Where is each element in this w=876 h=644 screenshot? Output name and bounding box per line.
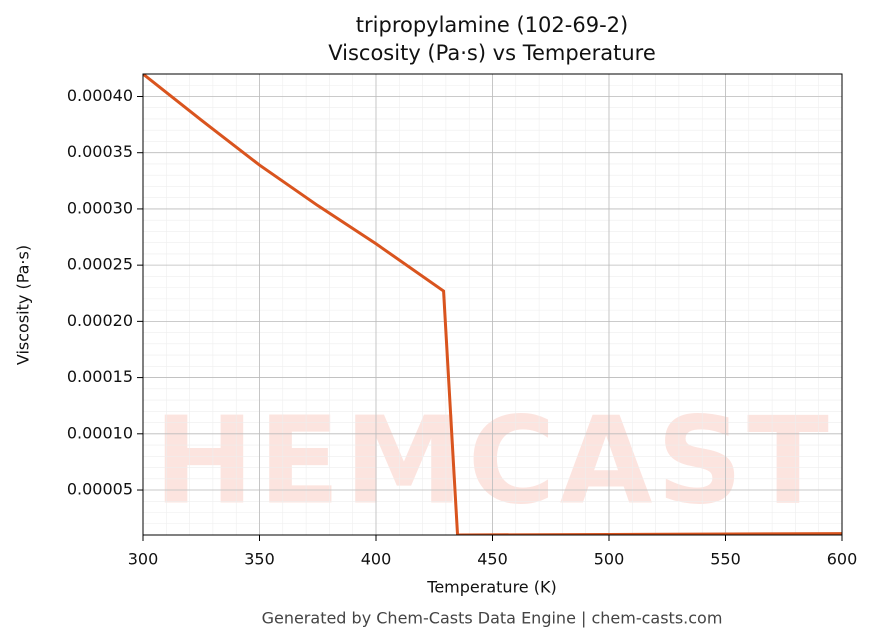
chart-subtitle: Viscosity (Pa·s) vs Temperature bbox=[328, 41, 656, 65]
x-tick-label: 400 bbox=[361, 550, 392, 569]
watermark: CHEMCASTS bbox=[62, 393, 876, 532]
y-tick-label: 0.00005 bbox=[67, 480, 133, 499]
footer: Generated by Chem-Casts Data Engine | ch… bbox=[262, 609, 723, 628]
x-tick-label: 550 bbox=[710, 550, 741, 569]
y-tick-label: 0.00020 bbox=[67, 311, 133, 330]
y-tick-label: 0.00015 bbox=[67, 367, 133, 386]
x-tick-label: 450 bbox=[477, 550, 508, 569]
x-tick-label: 350 bbox=[244, 550, 275, 569]
plot-frame bbox=[142, 73, 843, 536]
x-tick-label: 300 bbox=[128, 550, 159, 569]
x-tick-label: 500 bbox=[594, 550, 625, 569]
x-tick-label: 600 bbox=[827, 550, 858, 569]
y-tick-label: 0.00010 bbox=[67, 423, 133, 442]
y-tick-label: 0.00040 bbox=[67, 86, 133, 105]
y-tick-label: 0.00030 bbox=[67, 198, 133, 217]
y-tick-label: 0.00035 bbox=[67, 142, 133, 161]
chart-title: tripropylamine (102-69-2) bbox=[356, 13, 628, 37]
y-tick-label: 0.00025 bbox=[67, 255, 133, 274]
x-axis-label: Temperature (K) bbox=[426, 578, 556, 597]
y-axis-label: Viscosity (Pa·s) bbox=[14, 245, 33, 365]
